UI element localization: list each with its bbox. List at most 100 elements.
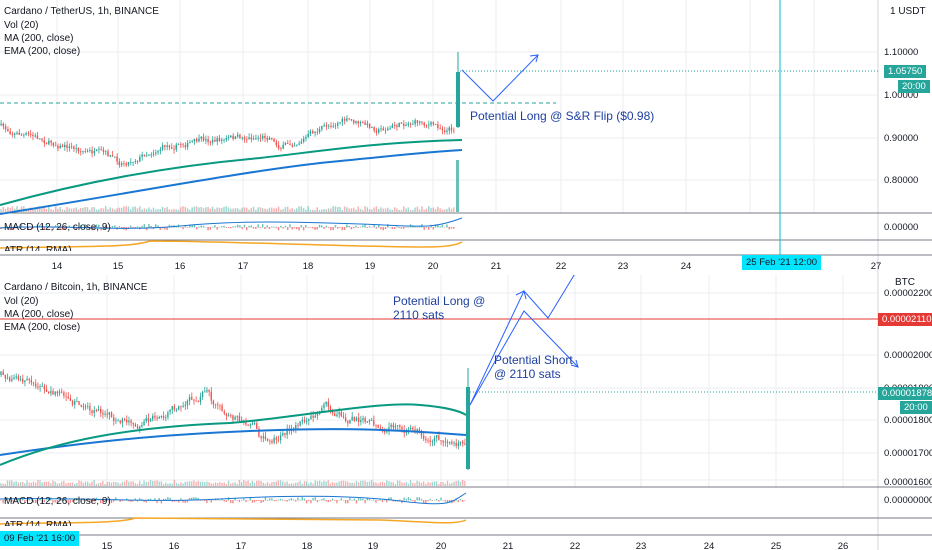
bottom-macd-label[interactable]: MACD (12, 26, close, 9) [4,496,111,507]
macd-histogram-bar [132,500,134,502]
volume-bar [340,480,342,486]
bottom-ema-label[interactable]: EMA (200, close) [4,322,81,333]
volume-bar [434,209,437,212]
top-ma-label[interactable]: MA (200, close) [4,33,74,44]
macd-histogram-bar [364,224,366,228]
candle-body [298,143,300,145]
volume-bar [173,208,175,212]
candle-body [448,441,451,443]
candle-body [232,135,234,140]
candle-body [102,149,105,152]
volume-bar [80,480,82,486]
candle-body [312,415,314,418]
candle-body [409,123,412,125]
candle-body [32,134,34,137]
bottom-currency-label[interactable]: BTC [895,277,915,288]
volume-bar [451,482,453,486]
bottom-annotation-short[interactable]: Potential Short @ 2110 sats [494,353,573,381]
top-chart[interactable]: 1.10000 1.00000 0.90000 0.80000 0.00000 14 15 1… [0,0,932,275]
macd-histogram-bar [200,225,202,228]
bottom-ma-label[interactable]: MA (200, close) [4,309,74,320]
volume-bar [359,208,362,212]
candle-body [377,425,379,428]
volume-bar [349,482,351,486]
candle-body [4,126,7,130]
price-axis-tick: 0.00001700 [884,448,932,459]
macd-histogram-bar [56,500,59,504]
candle-body [104,413,106,415]
candle-body [214,404,217,406]
volume-bar [384,208,387,212]
volume-bar [428,206,430,212]
macd-histogram-bar [329,500,332,502]
macd-histogram-bar [104,224,107,228]
candle-body [396,425,399,427]
macd-histogram-bar [232,226,234,228]
candle-body [359,122,362,124]
candle-body [141,425,143,427]
volume-bar [236,208,239,212]
volume-bar [184,206,187,212]
volume-bar [334,206,337,212]
volume-bar [307,206,309,212]
bottom-chart[interactable]: 0.000022000.000020000.000019000.00001800… [0,275,932,550]
candle-body [159,149,162,151]
top-annotation[interactable]: Potential Long @ S&R Flip ($0.98) [470,109,655,123]
candle-body [24,380,26,383]
candle-body [241,137,243,139]
volume-bar [351,482,353,486]
macd-histogram-bar [223,500,225,502]
macd-histogram-bar [136,500,139,502]
macd-histogram-bar [239,225,241,228]
bottom-atr-label[interactable]: ATR (14, RMA) [4,520,72,526]
candle-body [431,441,433,443]
volume-bar [262,482,264,486]
bottom-annotation-long[interactable]: Potential Long @ 2110 sats [393,294,485,322]
macd-histogram-bar [350,227,353,230]
top-ema-label[interactable]: EMA (200, close) [4,46,81,57]
candle-body [91,150,93,154]
bottom-vol-label[interactable]: Vol (20) [4,296,39,307]
candle-body [64,144,66,148]
candle-body [252,138,255,140]
macd-histogram-bar [339,227,341,228]
macd-histogram-bar [448,227,450,230]
macd-histogram-bar [341,227,344,231]
candle-body [168,145,171,148]
top-vol-label[interactable]: Vol (20) [4,20,39,31]
macd-histogram-bar [204,500,206,501]
volume-bar [357,206,359,212]
volume-bar [360,480,362,486]
volume-bar [191,481,193,486]
top-currency-label[interactable]: 1 USDT [890,6,926,17]
macd-histogram-bar [118,226,121,228]
candle-body [325,125,328,127]
top-macd-label[interactable]: MACD (12, 26, close, 9) [4,222,111,233]
candle-body [200,136,202,139]
candle-body [82,406,85,408]
volume-bar [247,480,249,486]
atr-line [0,517,467,525]
volume-bar [291,207,293,212]
volume-bar [364,206,366,212]
volume-bar [362,480,364,486]
volume-bar [208,482,210,486]
candle-body [193,138,196,142]
volume-bar [98,209,100,212]
volume-bar [371,209,373,212]
top-atr-label[interactable]: ATR (14, RMA) [4,245,72,251]
volume-bar [73,208,75,212]
candle-body [232,415,234,420]
volume-bar [7,207,9,212]
volume-bar [366,482,368,486]
candle-body [236,134,239,137]
macd-histogram-bar [134,498,137,501]
volume-bar [26,480,28,486]
volume-bar [2,206,5,212]
macd-histogram-bar [143,500,145,503]
volume-bar [132,481,134,486]
macd-histogram-bar [109,227,111,228]
macd-histogram-bar [57,225,59,228]
candle-body [66,144,68,148]
candle-body [368,123,371,128]
